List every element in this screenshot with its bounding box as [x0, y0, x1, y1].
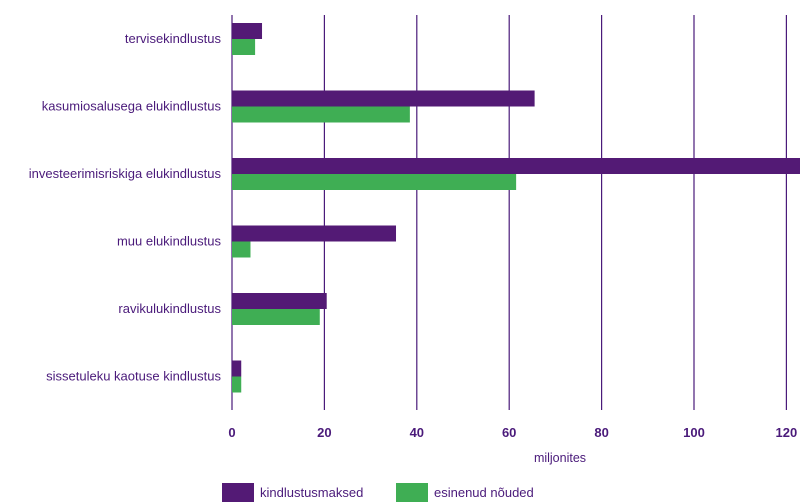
- category-labels: tervisekindlustus kasumiosalusega elukind…: [29, 31, 222, 384]
- x-tick-labels: 0 20 40 60 80 100 120: [228, 425, 797, 440]
- bar-claims: [232, 241, 251, 258]
- bar-premiums: [232, 293, 327, 309]
- category-label: ravikulukindlustus: [118, 301, 221, 316]
- category-label: kasumiosalusega elukindlustus: [42, 99, 222, 114]
- x-tick-label: 100: [683, 425, 705, 440]
- grid-lines: [231, 15, 788, 410]
- bar-claims: [232, 309, 320, 325]
- category-label: muu elukindlustus: [117, 234, 222, 249]
- x-tick-label: 80: [594, 425, 608, 440]
- bar-premiums: [232, 90, 535, 107]
- x-axis-title: miljonites: [534, 451, 586, 465]
- category-label: investeerimisriskiga elukindlustus: [29, 166, 222, 181]
- legend-label: esinenud nõuded: [434, 485, 534, 500]
- bar-premiums: [232, 360, 242, 377]
- bar-premiums: [232, 158, 800, 174]
- x-tick-label: 120: [776, 425, 798, 440]
- legend-label: kindlustusmaksed: [260, 485, 363, 500]
- bars: [232, 23, 800, 393]
- bar-claims: [232, 39, 256, 55]
- x-tick-label: 0: [228, 425, 235, 440]
- bar-claims: [232, 106, 410, 123]
- legend: kindlustusmaksed esinenud nõuded: [222, 483, 534, 502]
- bar-claims: [232, 174, 517, 190]
- legend-swatch: [222, 483, 254, 502]
- category-label: sissetuleku kaotuse kindlustus: [46, 369, 221, 384]
- bar-premiums: [232, 23, 263, 39]
- legend-swatch: [396, 483, 428, 502]
- x-tick-label: 20: [317, 425, 331, 440]
- category-label: tervisekindlustus: [125, 31, 222, 46]
- bar-claims: [232, 376, 242, 393]
- x-tick-label: 40: [410, 425, 424, 440]
- bar-premiums: [232, 225, 397, 242]
- x-tick-label: 60: [502, 425, 516, 440]
